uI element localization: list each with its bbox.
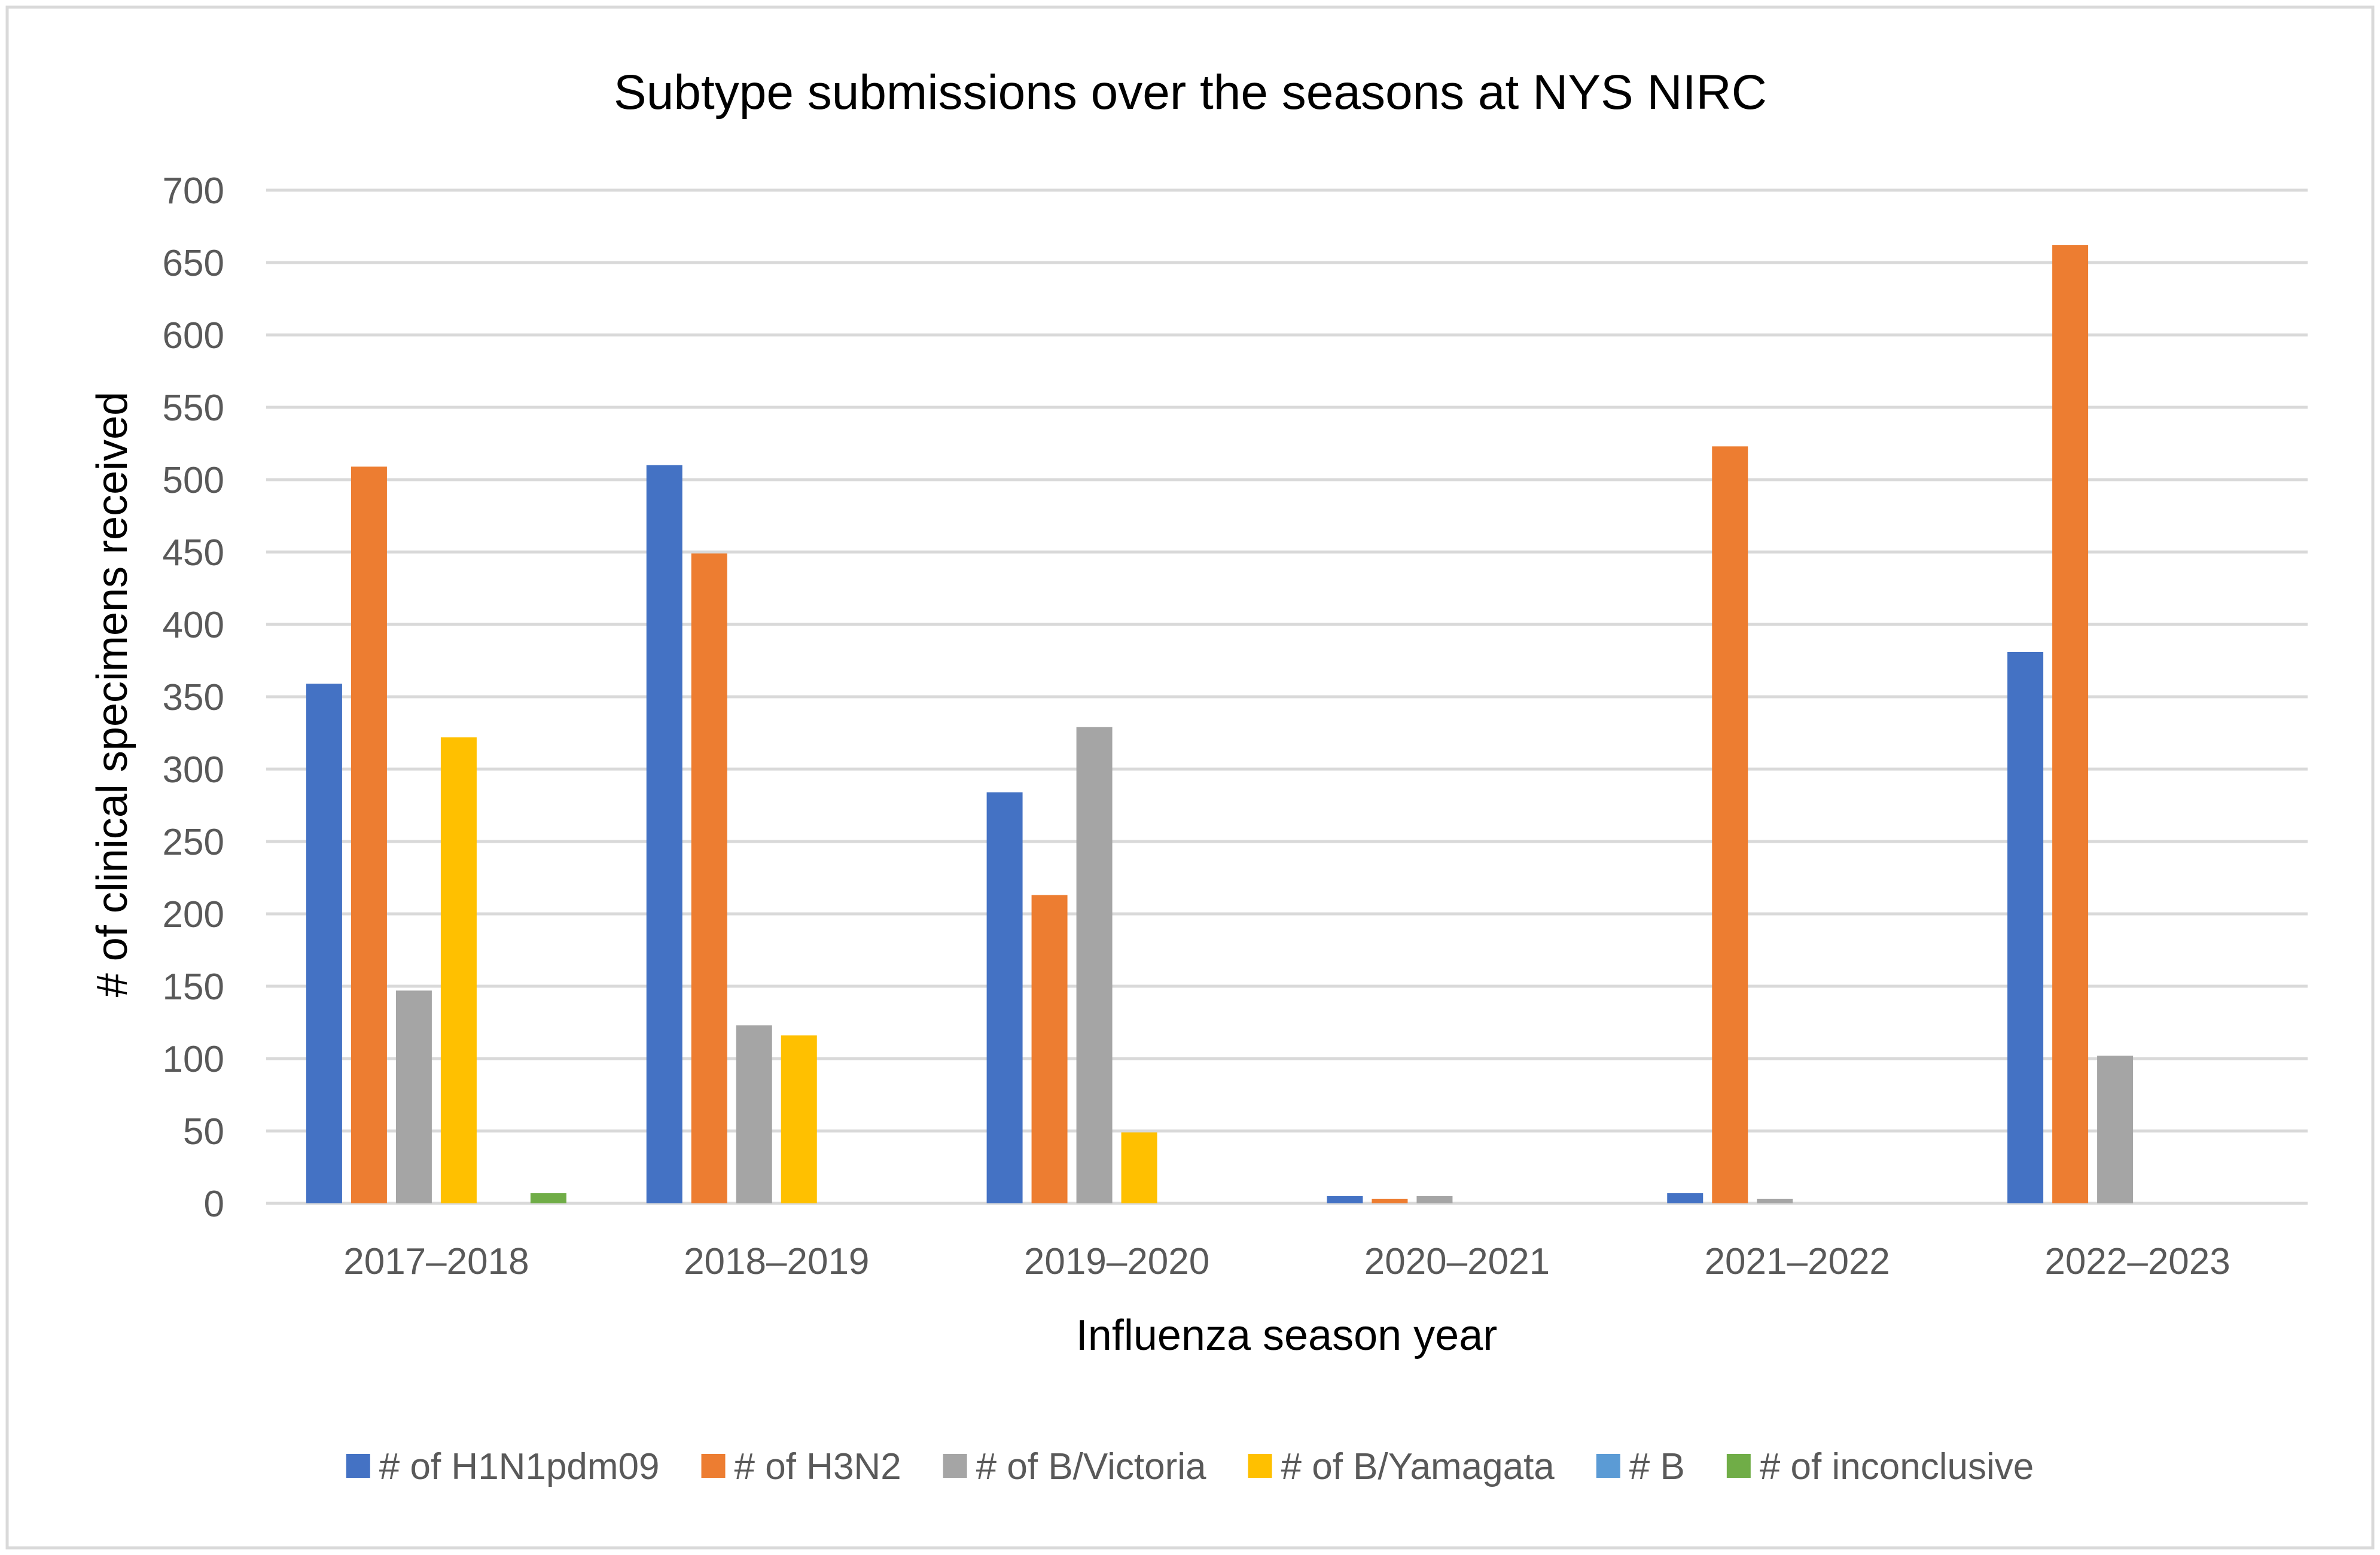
y-tick-label: 50 [183,1111,224,1152]
x-tick-label: 2018–2019 [684,1241,869,1282]
legend-label: # of B/Victoria [976,1446,1206,1487]
legend-swatch [1596,1454,1620,1478]
legend-swatch [943,1454,967,1478]
chart-title: Subtype submissions over the seasons at … [614,65,1767,120]
y-tick-label: 200 [163,894,224,935]
y-tick-label: 650 [163,243,224,284]
legend-swatch [1248,1454,1272,1478]
legend: # of H1N1pdm09 # of H3N2 # of B/Victoria # … [346,1446,2034,1487]
bar [440,737,477,1203]
x-tick-label: 2021–2022 [1705,1241,1890,1282]
legend-item: # of H3N2 [701,1446,901,1487]
x-tick-label: 2019–2020 [1024,1241,1209,1282]
legend-label: # of H1N1pdm09 [379,1446,660,1487]
gridlines [266,188,2308,1205]
y-tick-label: 300 [163,749,224,791]
bar [1372,1199,1408,1203]
bar [306,684,342,1203]
bar [351,466,387,1203]
bar [1076,727,1113,1203]
y-tick-label: 400 [163,605,224,646]
bar [646,465,682,1203]
y-tick-label: 500 [163,460,224,501]
x-tick-label: 2017–2018 [343,1241,529,1282]
y-axis-ticks: 0 50 100 150 200 250 300 350 400 450 500 550 600 650 7… [163,170,224,1225]
legend-swatch [346,1454,370,1478]
y-tick-label: 550 [163,388,224,429]
y-tick-label: 150 [163,966,224,1008]
bar [530,1193,566,1203]
legend-item: # of B/Victoria [943,1446,1206,1487]
y-tick-label: 250 [163,822,224,863]
y-tick-label: 0 [204,1184,224,1225]
y-tick-label: 600 [163,315,224,356]
x-tick-label: 2022–2023 [2044,1241,2230,1282]
y-tick-label: 450 [163,532,224,574]
bar [781,1035,817,1203]
bar [1327,1196,1363,1203]
legend-item: # of inconclusive [1726,1446,2034,1487]
y-axis-title: # of clinical specimens received [89,392,136,997]
bar [2097,1056,2134,1203]
y-tick-label: 100 [163,1039,224,1080]
legend-label: # of B/Yamagata [1281,1446,1555,1487]
bar [2007,651,2044,1203]
legend-item: # B [1596,1446,1685,1487]
bar [736,1025,772,1203]
bar [2052,245,2089,1204]
x-axis-ticks: 2017–2018 2018–2019 2019–2020 2020–2021 2021… [343,1241,2230,1282]
bar [1031,895,1068,1203]
bar [1667,1193,1704,1203]
bar [691,553,727,1204]
bar [1757,1199,1793,1203]
bar [1712,446,1748,1203]
legend-label: # of H3N2 [735,1446,901,1487]
bar [1416,1196,1453,1203]
x-tick-label: 2020–2021 [1364,1241,1550,1282]
legend-swatch [1726,1454,1751,1478]
bars [306,245,2134,1204]
bar [1121,1132,1157,1203]
y-tick-label: 350 [163,677,224,718]
legend-swatch [701,1454,726,1478]
legend-item: # of B/Yamagata [1248,1446,1555,1487]
bar [986,792,1023,1203]
x-axis-title: Influenza season year [1076,1312,1497,1359]
legend-label: # B [1629,1446,1685,1487]
bar [395,990,432,1203]
legend-item: # of H1N1pdm09 [346,1446,660,1487]
legend-label: # of inconclusive [1760,1446,2034,1487]
y-tick-label: 700 [163,170,224,212]
